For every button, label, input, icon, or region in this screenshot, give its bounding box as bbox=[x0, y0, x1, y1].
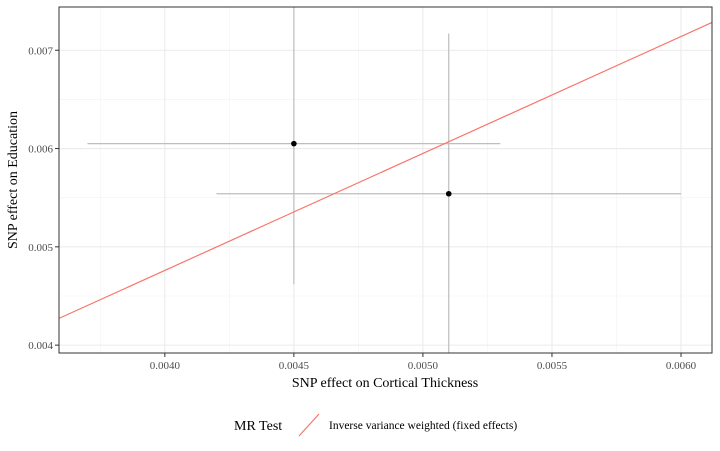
y-tick-label: 0.006 bbox=[28, 144, 53, 156]
legend: MR Test Inverse variance weighted (fixed… bbox=[234, 413, 517, 437]
y-tick-label: 0.007 bbox=[28, 45, 53, 57]
legend-entry-label: Inverse variance weighted (fixed effects… bbox=[329, 420, 517, 432]
legend-title: MR Test bbox=[234, 419, 282, 434]
y-axis-title: SNP effect on Education bbox=[6, 111, 21, 249]
data-point bbox=[291, 140, 297, 147]
y-tick-label: 0.004 bbox=[28, 340, 53, 352]
grid-major bbox=[59, 7, 712, 353]
y-axis-ticks: 0.004 0.005 0.006 0.007 bbox=[28, 45, 59, 352]
x-axis-ticks: 0.0040 0.0045 0.0050 0.0055 0.0060 bbox=[150, 353, 697, 372]
legend-key-line bbox=[298, 413, 320, 437]
grid-minor bbox=[59, 7, 712, 353]
data-point bbox=[445, 190, 452, 197]
ivw-fit-line bbox=[59, 21, 712, 319]
x-tick-label: 0.0045 bbox=[279, 360, 310, 372]
y-tick-label: 0.005 bbox=[28, 242, 53, 254]
x-tick-label: 0.0055 bbox=[537, 360, 568, 372]
x-tick-label: 0.0060 bbox=[666, 360, 697, 372]
data-points bbox=[291, 140, 452, 197]
x-axis-title: SNP effect on Cortical Thickness bbox=[292, 376, 478, 391]
fit-line-layer bbox=[59, 21, 712, 319]
x-tick-label: 0.0040 bbox=[150, 360, 181, 372]
plot-panel-background bbox=[59, 7, 712, 353]
plot-panel-border bbox=[58, 6, 713, 354]
x-tick-label: 0.0050 bbox=[408, 360, 439, 372]
